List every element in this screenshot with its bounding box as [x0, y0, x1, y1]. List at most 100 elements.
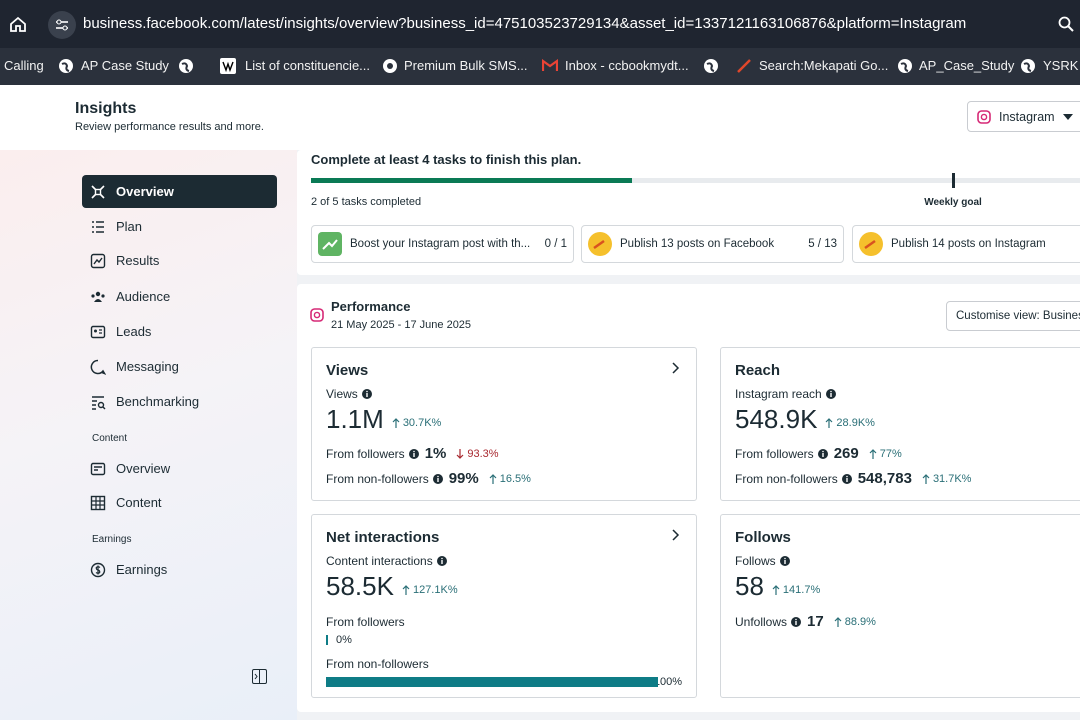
chevron[interactable]	[672, 362, 680, 374]
row-value: 548,783	[857, 470, 912, 487]
card-title: Reach	[735, 362, 781, 379]
search-bookmark-icon	[737, 59, 751, 73]
change-value: 31.7K%	[932, 472, 972, 485]
bookmark[interactable]: Search:Mekapati Go...	[759, 58, 889, 73]
nav-item[interactable]: Overview	[82, 175, 277, 208]
nav-label: Overview	[116, 461, 171, 476]
bookmark[interactable]: YSRK C	[1043, 58, 1080, 73]
nav-item[interactable]: Overview	[82, 452, 277, 485]
card-title: Views	[326, 362, 369, 379]
nav-label: Audience	[116, 289, 171, 304]
performance-title: Performance	[331, 299, 411, 314]
row-label: From followers	[735, 446, 814, 461]
trend-arrow	[402, 585, 410, 595]
globe-icon[interactable]	[703, 58, 719, 74]
bar-track	[326, 677, 658, 687]
info-icon	[432, 473, 443, 484]
task-label: Boost your Instagram post with th...	[350, 238, 531, 250]
bookmark[interactable]: Premium Bulk SMS...	[404, 58, 528, 73]
nav-item[interactable]: Messaging	[82, 350, 277, 383]
bar	[326, 677, 658, 687]
row-label: From followers	[326, 446, 405, 461]
nav-item[interactable]: Plan	[82, 210, 277, 243]
change: 127.1K%	[402, 584, 458, 596]
nav-item[interactable]: Benchmarking	[82, 385, 277, 418]
platform-dropdown[interactable]: Instagram	[967, 101, 1080, 132]
goal-label: Weekly goal	[924, 197, 982, 208]
nav-icon	[92, 395, 106, 410]
platform-label: Instagram	[999, 109, 1055, 124]
nav-label: Leads	[116, 324, 152, 339]
metric-card[interactable]: Net interactions Content interactions 58.5…	[311, 514, 697, 698]
nav-item[interactable]: Leads	[82, 315, 277, 348]
info-icon	[825, 389, 836, 399]
url[interactable]: business.facebook.com/latest/insights/ov…	[83, 15, 967, 32]
metric-value: 58 141.7%	[735, 571, 1080, 601]
site-info[interactable]	[48, 11, 76, 39]
info-icon	[361, 389, 372, 399]
plan-heading: Complete at least 4 tasks to finish this…	[311, 152, 582, 167]
task-icon	[318, 232, 342, 256]
card-title: Net interactions	[326, 529, 440, 546]
metric-label: Instagram reach	[735, 386, 1080, 402]
home-icon[interactable]	[9, 16, 27, 33]
metric-label: Content interactions	[326, 553, 682, 569]
nav-icon	[90, 253, 106, 268]
change-value: 77%	[879, 447, 902, 460]
nav-item[interactable]: Content	[82, 486, 277, 519]
trend-arrow	[825, 418, 833, 428]
change: 88.9%	[834, 616, 876, 628]
nav-icon	[90, 562, 106, 577]
bookmark[interactable]: Inbox - ccbookmydt...	[565, 58, 689, 73]
collapse-icon[interactable]	[252, 669, 267, 684]
nav-label: Results	[116, 253, 160, 268]
change-value: 16.5%	[499, 472, 531, 485]
metric-number: 58.5K	[326, 571, 394, 601]
chevron[interactable]	[672, 529, 680, 541]
page-header: Insights Review performance results and …	[0, 85, 1080, 150]
bar-row: 0%	[326, 631, 682, 649]
info-icon	[791, 616, 802, 627]
trend-arrow	[489, 473, 497, 484]
metric-card[interactable]: Views Views 1.1M 30.7K% From followers 1% 93.3…	[311, 347, 697, 501]
breakdown-row: From followers 269 77%	[735, 441, 1080, 466]
nav-item[interactable]: Earnings	[82, 553, 277, 586]
task-icon	[588, 232, 612, 256]
task-label: Publish 14 posts on Instagram	[891, 238, 1046, 250]
bookmark[interactable]: AP Case Study	[81, 58, 169, 73]
change: 93.3%	[456, 447, 499, 460]
customise-button[interactable]: Customise view: Business	[946, 301, 1080, 331]
nav-label: Overview	[116, 184, 174, 199]
bookmark[interactable]: List of constituencie...	[245, 58, 371, 73]
metric-name: Content interactions	[326, 554, 433, 568]
globe-icon	[59, 59, 73, 73]
bookmark[interactable]: AP_Case_Study	[919, 58, 1015, 73]
sms-icon	[383, 59, 397, 73]
change: 77%	[869, 448, 902, 460]
nav-icon	[90, 359, 106, 375]
globe-icon[interactable]	[178, 58, 194, 74]
task[interactable]: Boost your Instagram post with th... 0 / …	[311, 225, 574, 263]
nav-label: Plan	[116, 219, 143, 234]
bookmark[interactable]: Calling	[4, 58, 44, 73]
instagram-icon	[977, 109, 991, 124]
row-value: 1%	[424, 445, 447, 462]
breakdown-row: From non-followers 99% 16.5%	[326, 466, 682, 491]
nav-item[interactable]: Audience	[82, 280, 277, 313]
nav-item[interactable]: Results	[82, 244, 277, 277]
task[interactable]: Publish 13 posts on Facebook 5 / 13	[581, 225, 844, 263]
row-label: From non-followers	[326, 471, 429, 486]
task[interactable]: Publish 14 posts on Instagram5	[852, 225, 1080, 263]
metric-label: Follows	[735, 553, 1080, 569]
card-title: Follows	[735, 529, 791, 546]
info-icon	[841, 473, 852, 484]
instagram-icon	[310, 308, 324, 322]
bookmarks-bar: Calling AP Case Study List of constituen…	[0, 48, 1080, 85]
change-value: 28.9K%	[836, 417, 875, 429]
gmail-icon	[542, 59, 558, 71]
search-icon[interactable]	[1058, 16, 1074, 32]
nav-label: Messaging	[116, 359, 179, 374]
change-value: 93.3%	[467, 447, 499, 460]
date-range: 21 May 2025 - 17 June 2025	[331, 319, 472, 331]
sidebar: Overview Plan Results Audience Leads Messagin…	[0, 150, 297, 720]
